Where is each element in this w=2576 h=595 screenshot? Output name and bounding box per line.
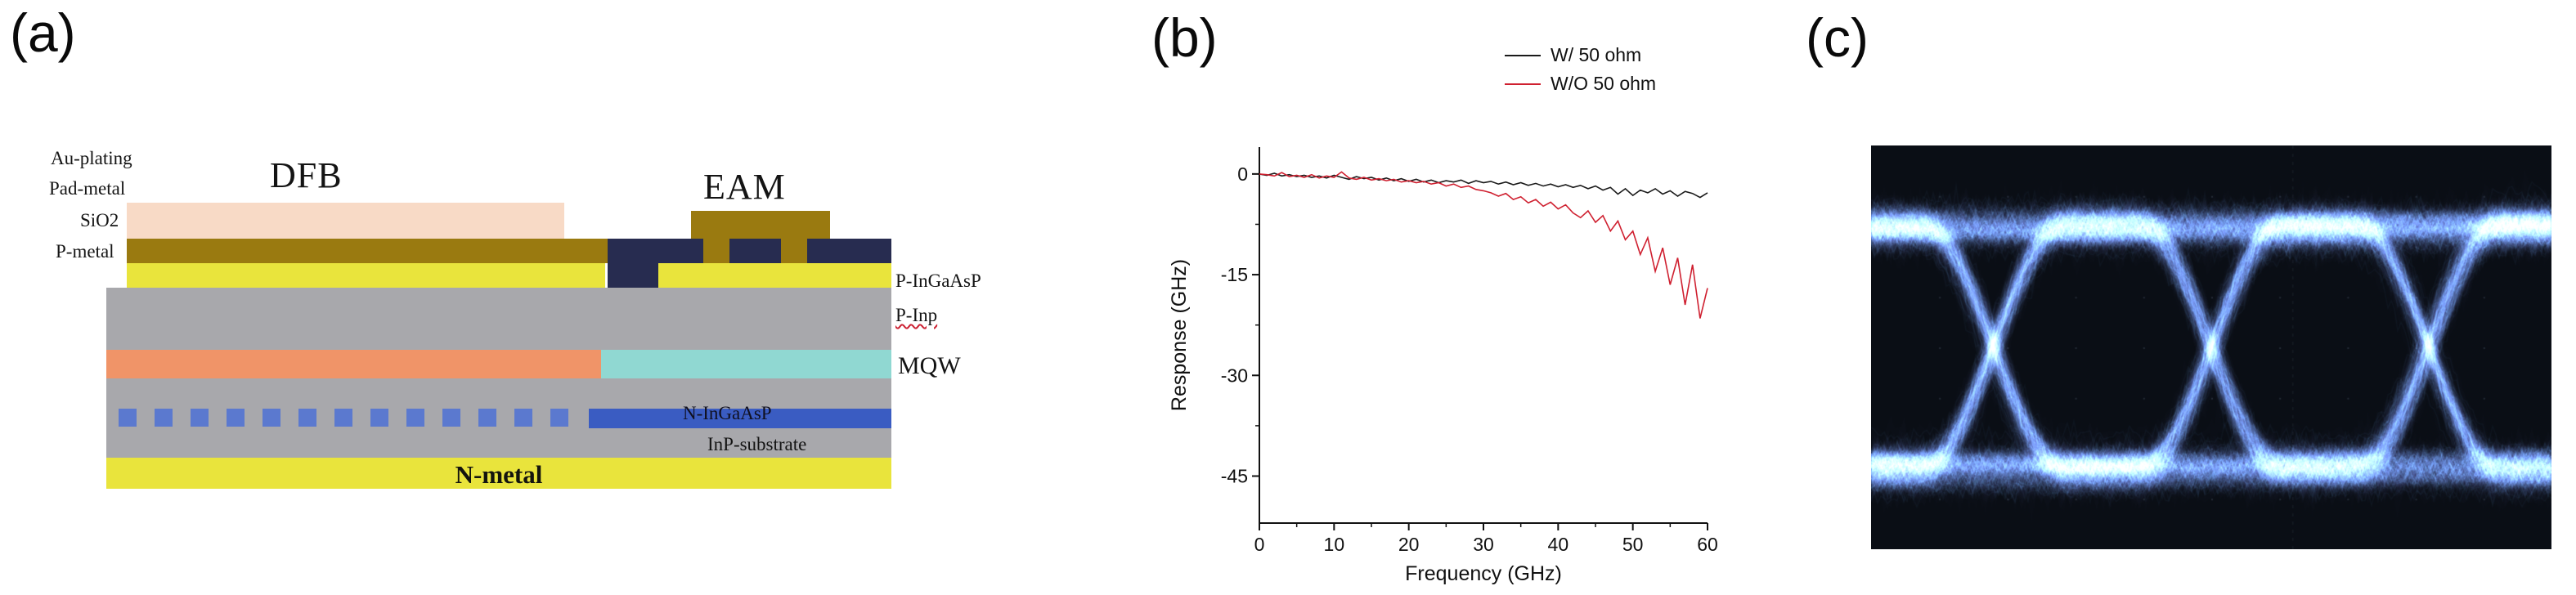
legend-item-with-50ohm: W/ 50 ohm — [1505, 44, 1656, 66]
grating-square — [442, 409, 460, 427]
x-tick-label: 20 — [1398, 534, 1420, 555]
grating-square — [334, 409, 352, 427]
y-tick-label: -45 — [1221, 466, 1248, 487]
n-ingaasp-layer — [589, 409, 891, 428]
pad-metal-label: Pad-metal — [49, 178, 126, 199]
legend-line-black — [1505, 54, 1541, 56]
series-line — [1259, 171, 1708, 319]
x-tick-label: 60 — [1697, 534, 1718, 555]
series-line — [1259, 172, 1708, 199]
y-tick-label: -30 — [1221, 365, 1248, 386]
grating-square — [298, 409, 316, 427]
n-ingaasp-label: N-InGaAsP — [683, 403, 772, 423]
device-schematic: Au-plating Pad-metal SiO2 P-metal DFB EA… — [49, 143, 981, 511]
legend-line-red — [1505, 83, 1541, 85]
grating-square — [155, 409, 173, 427]
x-tick-label: 50 — [1622, 534, 1644, 555]
p-metal-layer — [127, 263, 605, 288]
eye-diagram-panel — [1871, 145, 2551, 549]
sio2-label: SiO2 — [80, 210, 119, 230]
p-ingaasp-layer — [658, 263, 891, 288]
panel-b-label: (b) — [1151, 7, 1218, 68]
sio2-band-layer — [608, 239, 891, 263]
grating-square — [514, 409, 532, 427]
grating-row — [119, 409, 609, 427]
n-metal-layer — [106, 458, 891, 489]
sio2-deep-layer — [608, 263, 658, 288]
eye-diagram-canvas — [1871, 145, 2551, 549]
grating-square — [478, 409, 496, 427]
p-metal-label: P-metal — [56, 241, 114, 262]
y-axis-label: Response (GHz) — [1168, 259, 1191, 411]
grating-square — [191, 409, 209, 427]
x-axis-label: Frequency (GHz) — [1405, 562, 1562, 585]
p-inp-label: P-Inp — [895, 305, 938, 325]
eam-contact-cap — [691, 211, 830, 239]
panel-a-label: (a) — [10, 2, 76, 63]
response-chart: 0 10 20 30 40 50 60 0 -15 -30 -45 Frequency (GHz) Re… — [1168, 147, 1718, 585]
grating-square — [119, 409, 137, 427]
pad-metal-layer — [127, 239, 608, 263]
inp-substrate-label: InP-substrate — [707, 434, 807, 454]
response-chart-panel: W/ 50 ohm W/O 50 ohm 0 10 20 30 40 50 60 0 -15 -3… — [1161, 41, 1734, 588]
grating-square — [406, 409, 424, 427]
grating-square — [550, 409, 568, 427]
y-tick-label: 0 — [1237, 163, 1248, 185]
x-tick-label: 10 — [1324, 534, 1345, 555]
y-tick-label: -15 — [1221, 264, 1248, 285]
dfb-label: DFB — [270, 155, 343, 195]
p-ingaasp-label: P-InGaAsP — [895, 271, 981, 291]
active-layer-dfb — [106, 350, 601, 378]
x-tick-label: 30 — [1473, 534, 1494, 555]
eam-contact-post-right — [781, 239, 807, 263]
chart-legend: W/ 50 ohm W/O 50 ohm — [1505, 44, 1656, 95]
au-plating-label: Au-plating — [51, 148, 132, 168]
grating-square — [370, 409, 388, 427]
x-tick-label: 0 — [1254, 534, 1265, 555]
panel-c-label: (c) — [1806, 7, 1869, 68]
legend-label: W/ 50 ohm — [1551, 44, 1642, 65]
n-metal-label: N-metal — [455, 460, 543, 489]
mqw-label: MQW — [898, 352, 961, 379]
eam-contact-post-left — [703, 239, 729, 263]
legend-item-without-50ohm: W/O 50 ohm — [1505, 73, 1656, 95]
eam-label: EAM — [703, 167, 786, 207]
grating-square — [263, 409, 280, 427]
legend-label: W/O 50 ohm — [1551, 73, 1657, 94]
au-plating-layer — [127, 203, 564, 239]
grating-square — [227, 409, 245, 427]
active-layer-mqw — [601, 350, 891, 378]
x-tick-label: 40 — [1548, 534, 1569, 555]
